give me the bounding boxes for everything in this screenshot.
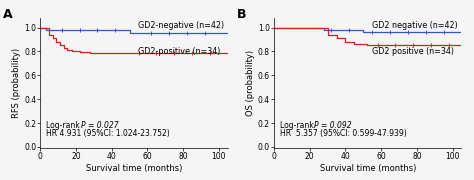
X-axis label: Survival time (months): Survival time (months) (319, 164, 416, 173)
Y-axis label: OS (probability): OS (probability) (246, 50, 255, 116)
Text: P = 0.027: P = 0.027 (81, 121, 118, 130)
Y-axis label: RFS (probability): RFS (probability) (12, 48, 21, 118)
Text: Log-rank: Log-rank (280, 121, 318, 130)
X-axis label: Survival time (months): Survival time (months) (86, 164, 182, 173)
Text: GD2 positive (n=34): GD2 positive (n=34) (372, 47, 454, 56)
Text: A: A (3, 8, 12, 21)
Text: B: B (237, 8, 246, 21)
Text: Log-rank: Log-rank (46, 121, 84, 130)
Text: HR 4.931 (95%CI: 1.024-23.752): HR 4.931 (95%CI: 1.024-23.752) (46, 129, 170, 138)
Text: GD2-negative (n=42): GD2-negative (n=42) (138, 21, 224, 30)
Text: GD2 negative (n=42): GD2 negative (n=42) (372, 21, 457, 30)
Text: P = 0.092: P = 0.092 (314, 121, 352, 130)
Text: GD2-positive (n=34): GD2-positive (n=34) (138, 47, 220, 56)
Text: HR  5.357 (95%CI: 0.599-47.939): HR 5.357 (95%CI: 0.599-47.939) (280, 129, 406, 138)
